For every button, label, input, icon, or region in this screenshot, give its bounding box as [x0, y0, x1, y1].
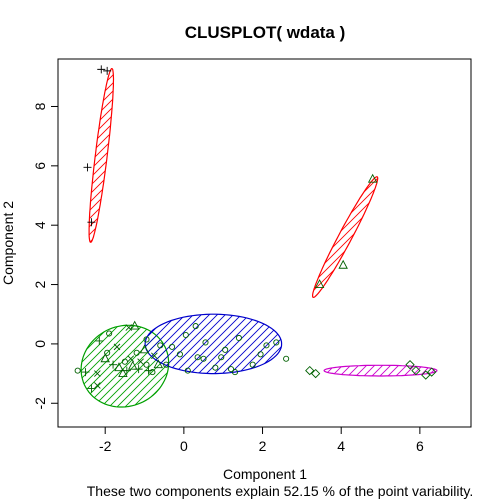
data-point: [192, 323, 199, 330]
data-point: [200, 355, 207, 362]
data-point: [103, 66, 112, 75]
data-point: [109, 360, 118, 369]
y-tick-label: 4: [32, 221, 48, 229]
data-point: [83, 163, 92, 172]
x-tick-label: 4: [337, 438, 345, 454]
x-tick-label: 0: [180, 438, 188, 454]
data-point: [143, 361, 150, 368]
y-tick-label: 8: [32, 102, 48, 110]
cluster-ellipse-4: [323, 364, 438, 377]
data-point: [144, 366, 153, 375]
data-point: [338, 259, 348, 269]
data-point: [257, 351, 264, 358]
data-point: [222, 346, 229, 353]
data-point: [367, 173, 378, 183]
data-point: [310, 368, 321, 379]
data-point: [228, 366, 235, 373]
data-point: [100, 353, 110, 363]
y-axis: -2 0 2 4 6 8: [32, 102, 58, 409]
data-point: [95, 336, 104, 345]
y-tick-label: -2: [32, 397, 48, 410]
data-point: [202, 339, 209, 346]
data-point: [114, 362, 124, 372]
data-point: [153, 359, 164, 369]
data-point: [104, 349, 111, 356]
data-point: [127, 360, 138, 370]
data-point: [212, 364, 219, 371]
data-point: [235, 334, 242, 342]
data-point: [182, 331, 189, 339]
cluster-points: [74, 65, 437, 393]
cluster-ellipse-2: [80, 324, 170, 408]
cluster-ellipse-0: [88, 67, 115, 243]
data-point: [125, 324, 133, 331]
data-point: [143, 336, 150, 343]
data-point: [149, 369, 156, 376]
data-point: [74, 367, 81, 374]
data-point: [411, 365, 421, 376]
data-point: [194, 354, 201, 361]
data-point: [127, 355, 135, 363]
chart-title: CLUSPLOT( wdata ): [185, 23, 346, 42]
data-point: [151, 352, 158, 360]
data-point: [81, 368, 90, 377]
data-point: [249, 361, 256, 368]
cluster-ellipse-3: [144, 313, 283, 375]
data-point: [157, 342, 164, 349]
data-point: [139, 344, 150, 354]
data-point: [97, 65, 106, 74]
data-point: [129, 320, 140, 330]
data-point: [283, 355, 290, 362]
data-point: [87, 384, 96, 393]
data-point: [314, 279, 325, 288]
chart-subtitle: These two components explain 52.15 % of …: [87, 483, 474, 499]
x-tick-label: -2: [99, 438, 112, 454]
data-point: [184, 367, 191, 374]
cluster-ellipse-1: [312, 176, 379, 299]
x-axis: -2 0 2 4 6: [99, 427, 424, 454]
data-point: [118, 368, 128, 378]
data-point: [169, 343, 176, 350]
data-point: [263, 342, 270, 349]
y-tick-label: 0: [32, 340, 48, 348]
data-point: [405, 360, 415, 370]
x-axis-label: Component 1: [223, 466, 307, 482]
data-point: [273, 339, 280, 346]
y-tick-label: 6: [32, 162, 48, 170]
y-axis-label: Component 2: [0, 201, 16, 285]
data-point: [87, 218, 96, 227]
data-point: [94, 382, 101, 389]
data-point: [133, 349, 140, 356]
data-point: [137, 358, 144, 366]
data-point: [218, 354, 225, 361]
x-tick-label: 6: [416, 438, 424, 454]
data-point: [134, 365, 143, 374]
data-point: [121, 358, 128, 365]
data-point: [113, 343, 121, 351]
data-point: [305, 365, 315, 376]
data-point: [421, 370, 431, 380]
data-point: [106, 330, 113, 337]
data-point: [231, 369, 239, 376]
data-point: [94, 370, 101, 377]
y-tick-label: 2: [32, 280, 48, 288]
x-tick-label: 2: [259, 438, 267, 454]
data-point: [163, 361, 170, 368]
plot-frame: [57, 58, 472, 428]
data-point: [427, 367, 437, 377]
data-point: [176, 351, 183, 358]
